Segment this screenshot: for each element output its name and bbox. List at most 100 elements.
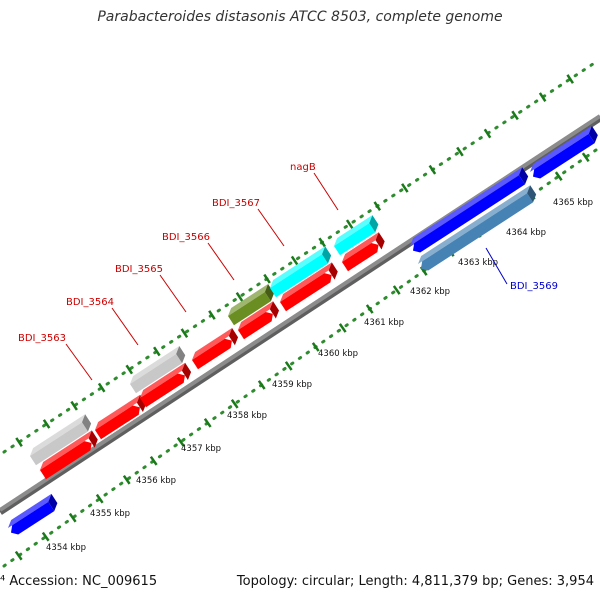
gene-label: BDI_3565: [115, 264, 163, 275]
major-tick: [365, 304, 374, 314]
gene-block-top: [530, 125, 592, 172]
gene-block-front: [280, 273, 332, 312]
major-tick: [95, 493, 104, 504]
major-tick: [338, 323, 347, 333]
gene-block-side: [136, 394, 147, 412]
gene-block-side: [519, 167, 529, 185]
gene-block: [140, 362, 192, 408]
gene-block-side: [269, 301, 280, 319]
major-tick: [230, 399, 239, 409]
topology-text: Topology: circular; Length: 4,811,379 bp…: [236, 574, 594, 589]
gene-block: [228, 284, 275, 326]
major-tick: [284, 361, 293, 371]
major-tick: [373, 201, 382, 211]
gene-block-side: [369, 215, 379, 233]
gene-block-top: [95, 394, 141, 430]
gene-leader-line: [485, 247, 508, 285]
gene-block: [410, 167, 529, 253]
gene-block-front: [140, 373, 185, 408]
gene-leader-line: [207, 242, 235, 281]
gene-block-front: [30, 422, 88, 466]
gene-block-top: [410, 167, 523, 246]
gene-leader-line: [257, 208, 285, 247]
major-tick: [318, 237, 326, 248]
major-tick: [41, 531, 50, 542]
gene-block-top: [280, 262, 332, 302]
gene-leader-line: [159, 274, 187, 313]
gene-block: [95, 394, 147, 440]
kbp-tick-label: 4354 kbp: [46, 543, 86, 553]
kbp-tick-label: 4362 kbp: [410, 287, 450, 297]
major-tick: [14, 550, 23, 561]
gene-block-side: [228, 328, 239, 346]
gene-block: [270, 246, 332, 298]
gene-block-top: [30, 414, 86, 456]
gene-block-front: [238, 312, 273, 340]
gene-block-side: [588, 125, 598, 144]
major-tick: [483, 128, 492, 139]
kbp-tick-label: 4355 kbp: [90, 509, 130, 519]
gene-block-front: [95, 405, 140, 440]
major-tick: [208, 310, 216, 320]
accession-text: ⁴ Accession: NC_009615: [0, 574, 158, 589]
kbp-tick-label: 4358 kbp: [227, 411, 267, 421]
major-tick: [42, 419, 51, 429]
gene-block-side: [48, 493, 58, 512]
inner-tick-row: [2, 148, 598, 568]
major-tick: [68, 512, 77, 523]
gene-block-top: [238, 301, 274, 330]
gene-block: [280, 262, 338, 312]
kbp-tick-label: 4363 kbp: [458, 258, 498, 268]
major-tick: [97, 382, 106, 393]
gene-block: [418, 185, 537, 271]
gene-block-front: [40, 441, 92, 480]
gene-block-front: [532, 133, 595, 179]
major-tick: [311, 342, 320, 352]
gene-block-top: [140, 362, 186, 398]
label-layer: 4354 kbp 4355 kbp 4356 kbp 4357 kbp 4358 kbp…: [18, 162, 593, 553]
major-tick: [538, 92, 547, 103]
gene-block: [192, 328, 239, 370]
major-tick: [70, 400, 78, 411]
gene-label: BDI_3566: [162, 232, 210, 243]
major-tick: [235, 291, 244, 302]
gene-block-top: [228, 284, 269, 316]
gene-label: BDI_3563: [18, 333, 66, 344]
gene-block-top: [270, 246, 326, 288]
gene-block-top: [8, 493, 52, 528]
gene-block-front: [270, 254, 328, 298]
major-tick: [180, 328, 189, 339]
major-tick: [122, 474, 131, 485]
major-tick: [345, 219, 354, 230]
gene-block-side: [328, 262, 338, 280]
gene-leader-line: [65, 343, 93, 381]
major-tick: [15, 437, 23, 447]
gene-block-side: [176, 346, 186, 364]
gene-block-front: [228, 292, 271, 326]
gene-block: [530, 125, 598, 179]
major-tick: [290, 255, 299, 266]
gene-block: [334, 215, 379, 256]
gene-block-side: [321, 246, 332, 264]
gene-block: [40, 430, 98, 480]
gene-leader-line: [111, 307, 139, 346]
gene-block-front: [10, 501, 55, 535]
gene-block-front: [342, 242, 379, 272]
gene-block: [238, 301, 280, 340]
gene-block-side: [264, 284, 275, 302]
gene-block-front: [334, 223, 376, 256]
gene-block-top: [40, 430, 92, 470]
gene-block: [8, 493, 58, 535]
gene-block-front: [412, 175, 526, 253]
major-tick: [566, 74, 574, 84]
major-tick: [257, 380, 266, 390]
gene-block-top: [418, 185, 531, 264]
gene-label: BDI_3569: [510, 281, 558, 292]
gene-block: [342, 232, 385, 272]
major-tick: [581, 152, 590, 163]
major-tick: [203, 418, 212, 428]
gene-block-side: [181, 362, 192, 380]
gene-block-side: [81, 414, 92, 432]
gene-block: [30, 414, 92, 466]
gene-block-top: [192, 328, 233, 360]
